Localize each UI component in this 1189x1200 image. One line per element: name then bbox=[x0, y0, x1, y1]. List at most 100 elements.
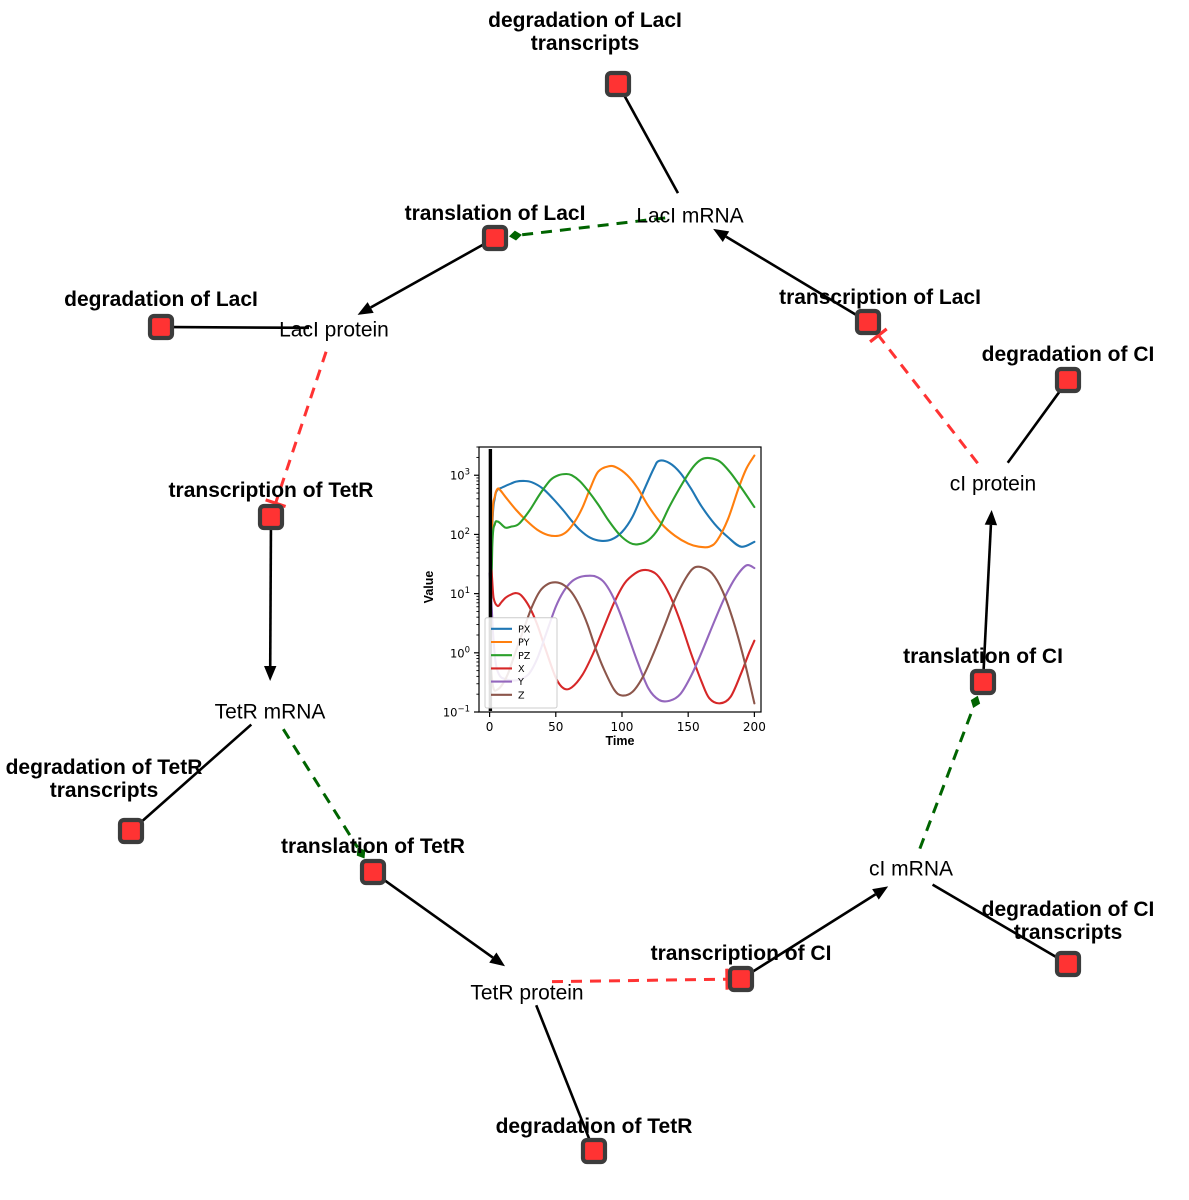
y-tick-label: 10−1 bbox=[443, 705, 470, 720]
reaction-label-deg_ci: degradation of CI bbox=[981, 343, 1155, 366]
x-tick-label: 150 bbox=[677, 720, 700, 734]
edge-line bbox=[623, 95, 680, 194]
plot-legend[interactable]: PX PY PZ XYZ bbox=[484, 617, 558, 709]
arrowhead-diamond bbox=[356, 847, 366, 859]
edge-line bbox=[370, 243, 484, 309]
arrowhead-triangle bbox=[264, 665, 277, 682]
arrowhead-tee bbox=[265, 498, 287, 508]
reaction-node-tsc_laci[interactable] bbox=[854, 308, 882, 336]
arrowhead-diamond bbox=[970, 695, 981, 708]
edge-line bbox=[535, 1004, 591, 1140]
y-tick-label: 100 bbox=[450, 645, 470, 660]
x-tick-label: 200 bbox=[743, 720, 766, 734]
reaction-node-tsl_tetr[interactable] bbox=[359, 858, 387, 886]
reaction-node-tsl_laci[interactable] bbox=[481, 224, 509, 252]
y-axis-label: Value bbox=[422, 571, 436, 604]
edge-tsc_laci-to-laci_mrna bbox=[713, 228, 857, 316]
reaction-label-deg_tetr_tx: degradation of TetR transcripts bbox=[5, 756, 203, 802]
edge-tsl_tetr-to-tetr_prot bbox=[384, 879, 506, 967]
legend-label-PY: PY bbox=[518, 638, 530, 649]
arrowhead-diamond bbox=[508, 230, 522, 241]
edge-line bbox=[1006, 391, 1061, 464]
legend-label-Y: Y bbox=[517, 677, 524, 688]
reaction-node-deg_laci_tx[interactable] bbox=[604, 70, 632, 98]
edge-tetr_mrna-to-tsl_tetr bbox=[282, 728, 366, 859]
y-axis-ticks: 10−1 100 101 102 103 bbox=[443, 446, 479, 720]
series-PY bbox=[488, 454, 756, 685]
edge-tsl_laci-to-laci_prot bbox=[357, 243, 484, 315]
reaction-node-tsc_ci[interactable] bbox=[727, 965, 755, 993]
edge-line bbox=[918, 707, 975, 850]
node-layer bbox=[117, 70, 1082, 1165]
x-tick-label: 0 bbox=[486, 720, 494, 734]
edge-line bbox=[931, 883, 1057, 959]
reaction-node-deg_ci_tx[interactable] bbox=[1054, 950, 1082, 978]
legend-label-X: X bbox=[518, 664, 525, 675]
reaction-label-tsl_laci: translation of LacI bbox=[404, 202, 586, 225]
series-PZ bbox=[488, 456, 756, 685]
reaction-label-deg_laci_tx: degradation of LacI transcripts bbox=[488, 9, 682, 55]
y-tick-label: 101 bbox=[450, 586, 470, 601]
reaction-node-deg_tetr[interactable] bbox=[580, 1137, 608, 1165]
legend-label-PX: PX bbox=[518, 624, 531, 635]
edge-line bbox=[384, 879, 494, 959]
edge-tetr_mrna-to-deg_tetr_tx bbox=[141, 723, 253, 822]
edge-tetr_prot-to-deg_tetr bbox=[535, 1004, 591, 1140]
edge-tetr_prot-to-tsc_ci bbox=[551, 968, 729, 990]
edge-ci_mrna-to-deg_ci_tx bbox=[931, 883, 1057, 959]
x-tick-label: 100 bbox=[611, 720, 634, 734]
reaction-node-deg_ci[interactable] bbox=[1054, 366, 1082, 394]
reaction-node-deg_laci[interactable] bbox=[147, 313, 175, 341]
x-axis-label: Time bbox=[606, 734, 635, 748]
arrowhead-triangle bbox=[713, 228, 730, 242]
edge-laci_prot-to-deg_laci bbox=[172, 325, 310, 330]
edge-line bbox=[268, 528, 273, 667]
edge-line bbox=[274, 351, 328, 504]
arrowhead-triangle bbox=[984, 509, 998, 526]
arrowhead-triangle bbox=[357, 302, 374, 315]
reaction-label-tsl_ci: translation of CI bbox=[903, 645, 1063, 668]
edge-laci_mrna-to-deg_laci_tx bbox=[623, 95, 680, 194]
edge-line bbox=[521, 216, 666, 237]
edge-line bbox=[172, 325, 310, 330]
arrowhead-triangle bbox=[489, 952, 506, 967]
legend-box bbox=[484, 617, 558, 709]
reaction-node-deg_tetr_tx[interactable] bbox=[117, 817, 145, 845]
reaction-node-tsl_ci[interactable] bbox=[969, 668, 997, 696]
reaction-node-tsc_tetr[interactable] bbox=[257, 503, 285, 531]
y-tick-label: 102 bbox=[450, 527, 470, 542]
edge-line bbox=[982, 524, 993, 671]
series-X bbox=[488, 568, 756, 705]
edge-line bbox=[877, 334, 979, 465]
edge-line bbox=[551, 977, 728, 984]
y-tick-label: 103 bbox=[450, 468, 470, 483]
edge-line bbox=[141, 723, 253, 822]
reaction-label-deg_laci: degradation of LacI bbox=[64, 288, 258, 311]
reaction-label-deg_ci_tx: degradation of CI transcripts bbox=[981, 898, 1155, 944]
edge-ci_mrna-to-tsl_ci bbox=[918, 695, 981, 850]
arrowhead-tee bbox=[869, 327, 888, 344]
edge-ci_prot-to-deg_ci bbox=[1006, 391, 1061, 464]
reaction-label-tsc_laci: transcription of LacI bbox=[779, 286, 981, 309]
reaction-label-tsl_tetr: translation of TetR bbox=[281, 835, 465, 858]
edge-layer bbox=[141, 95, 1061, 1140]
edge-tsc_tetr-to-tetr_mrna bbox=[264, 528, 277, 682]
edge-line bbox=[752, 893, 877, 973]
reaction-label-tsc_tetr: transcription of TetR bbox=[168, 479, 374, 502]
edge-tsc_ci-to-ci_mrna bbox=[752, 886, 889, 973]
edge-line bbox=[725, 235, 857, 316]
edge-ci_prot-to-tsc_laci bbox=[869, 327, 979, 465]
legend-label-Z: Z bbox=[518, 690, 525, 701]
timecourse-inset-plot: 10−1 100 101 102 103 0 50 100 150 200 PX PY PZ X Y Z … bbox=[417, 437, 772, 755]
edge-laci_mrna-to-tsl_laci bbox=[508, 216, 666, 241]
edge-line bbox=[282, 728, 359, 849]
x-tick-label: 50 bbox=[548, 720, 563, 734]
edge-tsl_ci-to-ci_prot bbox=[982, 509, 998, 671]
reaction-label-deg_tetr: degradation of TetR bbox=[495, 1115, 693, 1138]
legend-label-PZ: PZ bbox=[518, 651, 531, 662]
reaction-label-tsc_ci: transcription of CI bbox=[650, 942, 832, 965]
series-PX bbox=[488, 459, 756, 685]
